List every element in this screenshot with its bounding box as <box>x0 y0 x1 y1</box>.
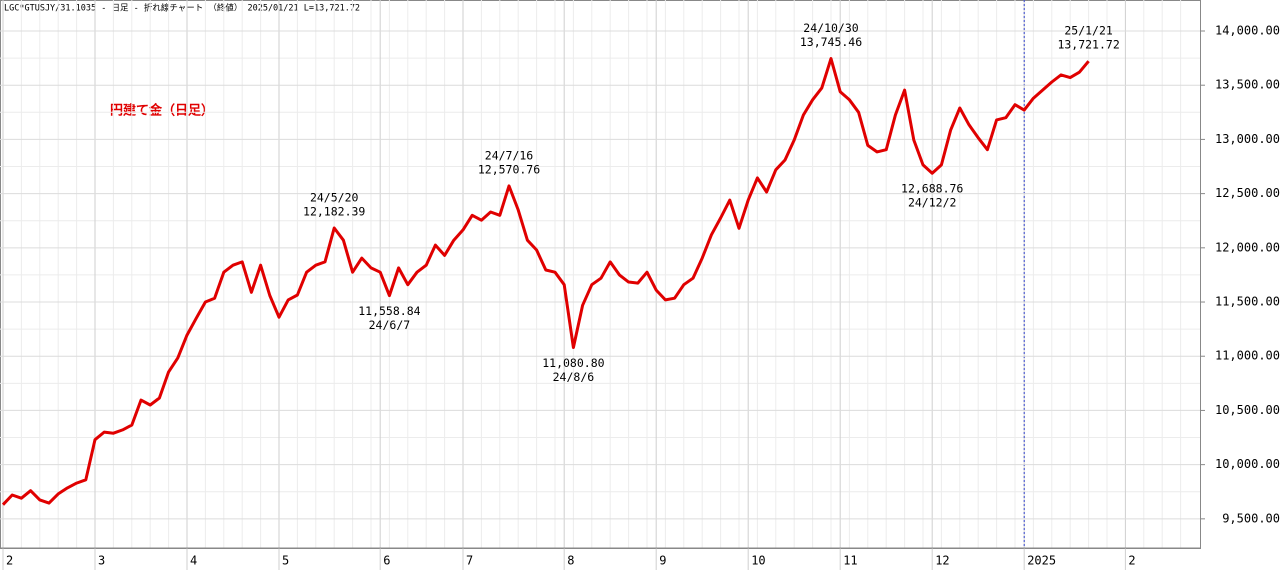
y-tick-label: 9,500.00 <box>1222 511 1280 525</box>
x-tick-label: 12 <box>935 554 949 568</box>
y-tick-label: 11,000.00 <box>1215 349 1280 363</box>
annotation-date: 24/12/2 <box>908 196 956 210</box>
y-tick-label: 10,000.00 <box>1215 457 1280 471</box>
annotation-date: 25/1/21 <box>1064 24 1113 38</box>
annotation-value: 12,570.76 <box>478 162 540 176</box>
x-tick-label: 4 <box>190 554 197 568</box>
annotation-date: 24/6/7 <box>369 318 411 332</box>
x-tick-label: 8 <box>567 554 574 568</box>
x-tick-label: 7 <box>466 554 473 568</box>
y-tick-label: 14,000.00 <box>1215 24 1280 38</box>
x-tick-label: 2 <box>6 554 13 568</box>
annotation-value: 11,558.84 <box>358 304 420 318</box>
x-tick-label: 9 <box>659 554 666 568</box>
annotation-value: 11,080.80 <box>542 356 604 370</box>
x-tick-label: 10 <box>751 554 765 568</box>
annotation-value: 13,745.46 <box>800 35 862 49</box>
price-line <box>1 57 1090 506</box>
x-tick-label: 2 <box>1128 554 1135 568</box>
y-tick-label: 13,500.00 <box>1215 78 1280 92</box>
y-tick-label: 10,500.00 <box>1215 403 1280 417</box>
annotation-date: 24/5/20 <box>310 191 359 205</box>
x-tick-label: 5 <box>282 554 289 568</box>
annotation-date: 24/10/30 <box>803 21 858 35</box>
y-tick-label: 12,000.00 <box>1215 240 1280 254</box>
x-tick-label: 11 <box>843 554 857 568</box>
annotation-value: 12,182.39 <box>303 205 365 219</box>
y-tick-label: 13,000.00 <box>1215 132 1280 146</box>
annotation-date: 24/7/16 <box>485 148 534 162</box>
x-tick-label: 2025 <box>1027 554 1056 568</box>
x-tick-label: 6 <box>383 554 390 568</box>
y-tick-label: 11,500.00 <box>1215 295 1280 309</box>
chart-title: LGC*GTUSJY/31.1035 - 日足 - 折れ線チャート （終値） 2… <box>4 3 360 14</box>
annotation-value: 13,721.72 <box>1057 38 1119 52</box>
x-tick-label: 3 <box>98 554 105 568</box>
annotation-date: 24/8/6 <box>553 370 595 384</box>
legend-label: 円建て金（日足） <box>110 103 214 119</box>
y-tick-label: 12,500.00 <box>1215 186 1280 200</box>
annotation-value: 12,688.76 <box>901 182 963 196</box>
